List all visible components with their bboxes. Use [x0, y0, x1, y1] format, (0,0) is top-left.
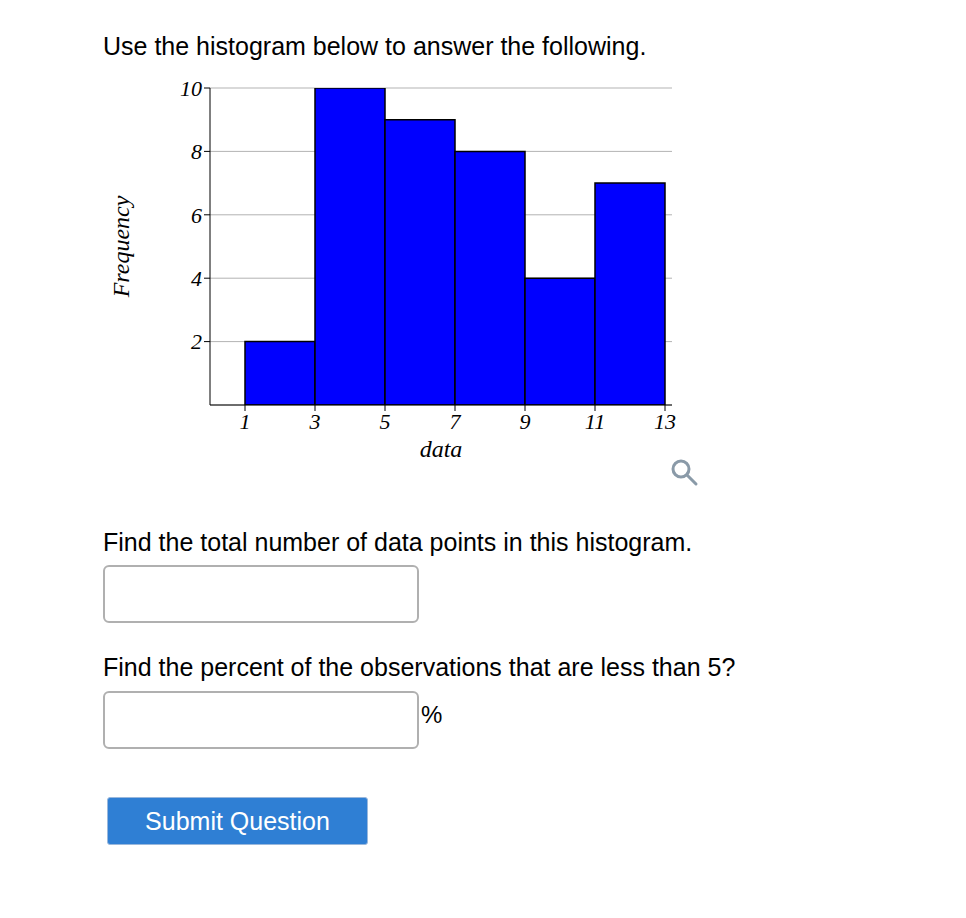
svg-text:4: 4: [191, 266, 202, 291]
svg-text:11: 11: [585, 409, 605, 434]
svg-text:2: 2: [191, 329, 202, 354]
html-text:Submit Question: Submit Question: [145, 806, 330, 835]
svg-text:10: 10: [180, 76, 202, 101]
svg-text:5: 5: [380, 409, 391, 434]
html-text:Use the histogram below to ans: Use the histogram below to answer the fo…: [103, 32, 647, 60]
svg-text:7: 7: [450, 409, 462, 434]
svg-text:3: 3: [309, 409, 321, 434]
svg-text:9: 9: [520, 409, 531, 434]
html-text:Find the percent of the observ: Find the percent of the observations tha…: [103, 653, 736, 681]
svg-text:Frequency: Frequency: [108, 195, 134, 298]
svg-text:6: 6: [191, 203, 202, 228]
svg-text:data: data: [420, 436, 463, 462]
svg-text:13: 13: [654, 409, 676, 434]
svg-text:1: 1: [240, 409, 251, 434]
html-text:Find the total number of data: Find the total number of data points in …: [103, 528, 693, 556]
svg-text:8: 8: [191, 139, 202, 164]
